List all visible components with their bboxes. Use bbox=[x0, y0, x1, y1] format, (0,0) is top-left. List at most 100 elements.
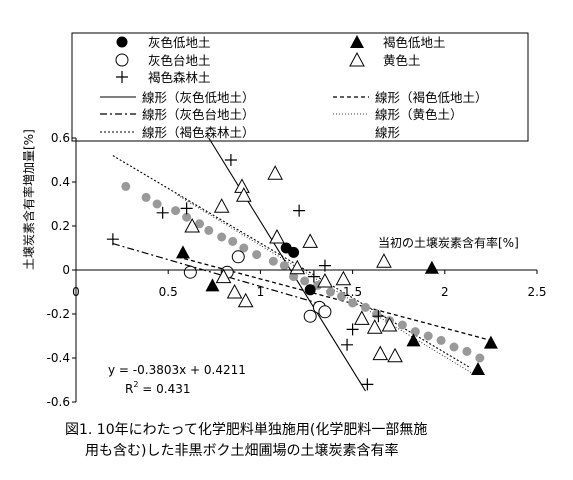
x-tick-label: 2 bbox=[441, 285, 449, 299]
figure-caption-line-1: 図1. 10年にわたって化学肥料単独施用(化学肥料一部無施 bbox=[65, 422, 427, 438]
y-tick-label: -0.2 bbox=[47, 307, 70, 321]
data-point bbox=[483, 335, 498, 349]
data-point bbox=[224, 154, 237, 166]
r-squared: R2 = 0.431 bbox=[125, 380, 190, 396]
data-point bbox=[252, 250, 262, 260]
trendline bbox=[112, 243, 326, 306]
data-point bbox=[325, 287, 335, 297]
data-point bbox=[318, 305, 332, 319]
y-axis-label: 土壌炭素含有率増加量[%] bbox=[21, 129, 36, 270]
data-point bbox=[376, 253, 392, 268]
data-point bbox=[303, 309, 317, 323]
data-point bbox=[239, 243, 249, 253]
data-point bbox=[424, 260, 439, 274]
data-point bbox=[470, 362, 485, 375]
y-tick-label: -0.6 bbox=[47, 395, 70, 409]
data-point bbox=[449, 342, 459, 352]
data-point bbox=[106, 233, 119, 246]
legend-label: 灰色低地土 bbox=[148, 35, 211, 50]
data-point bbox=[304, 284, 316, 296]
data-point bbox=[268, 256, 278, 266]
data-point bbox=[348, 298, 358, 308]
y-tick-label: 0.6 bbox=[51, 131, 70, 145]
figure-caption-line-2: 用も含む)した非黒ボク土畑圃場の土壌炭素含有率 bbox=[85, 442, 398, 459]
data-point bbox=[180, 202, 193, 215]
data-point bbox=[346, 323, 359, 336]
r-squared-exponent: 2 bbox=[133, 380, 138, 389]
legend-label: 線形（褐色低地土） bbox=[375, 90, 488, 105]
data-point bbox=[226, 283, 243, 299]
x-tick-label: 1.5 bbox=[343, 285, 362, 299]
data-point bbox=[317, 272, 333, 288]
data-point bbox=[175, 245, 190, 259]
data-point bbox=[289, 259, 306, 275]
legend-marker bbox=[350, 35, 364, 48]
legend-label: 線形 bbox=[375, 125, 401, 140]
data-point bbox=[387, 347, 403, 363]
y-tick-label: 0.4 bbox=[51, 175, 70, 189]
data-point bbox=[289, 272, 299, 282]
data-point bbox=[205, 278, 220, 292]
legend-marker bbox=[115, 53, 129, 67]
data-point bbox=[366, 319, 383, 334]
data-point bbox=[231, 250, 245, 264]
data-point bbox=[462, 346, 472, 356]
data-point bbox=[302, 233, 319, 248]
regression-equation: y = -0.3803x + 0.4211 bbox=[108, 363, 246, 377]
legend-label: 線形（黄色土） bbox=[375, 107, 463, 122]
data-point bbox=[141, 192, 151, 202]
data-point bbox=[335, 270, 352, 286]
axes: -0.6-0.4-0.200.20.40.60 0.5 1 1.5 2 2.5 bbox=[47, 131, 547, 409]
legend-marker bbox=[116, 36, 128, 48]
trendline bbox=[177, 194, 473, 374]
data-point bbox=[183, 265, 197, 279]
legend-label: 線形（褐色森林土） bbox=[142, 125, 255, 140]
y-tick-label: 0 bbox=[62, 263, 70, 277]
data-point bbox=[228, 236, 238, 246]
data-point bbox=[184, 217, 201, 233]
legend-label: 黄色土 bbox=[383, 53, 421, 68]
data-point bbox=[337, 291, 347, 301]
data-point bbox=[171, 206, 181, 216]
legend-label: 褐色森林土 bbox=[148, 70, 211, 85]
data-point bbox=[234, 178, 250, 193]
data-point bbox=[204, 225, 214, 235]
data-point bbox=[423, 331, 433, 341]
legend-label: 褐色低地土 bbox=[383, 35, 446, 50]
data-point bbox=[152, 199, 162, 209]
data-point bbox=[307, 270, 320, 283]
data-point bbox=[406, 333, 421, 347]
data-point bbox=[235, 187, 252, 202]
data-point bbox=[217, 232, 227, 242]
legend-marker bbox=[116, 71, 128, 83]
x-axis-label: 当初の土壌炭素含有率[%] bbox=[378, 235, 519, 250]
legend-label: 線形（灰色台地土） bbox=[142, 107, 255, 122]
data-point bbox=[381, 316, 398, 332]
data-point bbox=[361, 302, 371, 312]
data-point bbox=[436, 335, 446, 345]
data-point bbox=[156, 206, 169, 219]
data-point bbox=[269, 228, 285, 244]
data-point bbox=[215, 268, 232, 284]
data-point bbox=[300, 276, 310, 286]
trendline bbox=[112, 155, 470, 368]
legend-label: 線形（灰色低地土） bbox=[142, 90, 255, 105]
data-point bbox=[361, 378, 374, 391]
x-tick-label: 0 bbox=[72, 285, 80, 299]
y-tick-label: 0.2 bbox=[51, 219, 70, 233]
data-point bbox=[372, 309, 382, 319]
plot-area bbox=[106, 137, 498, 392]
trendline bbox=[177, 256, 492, 342]
data-point bbox=[121, 181, 131, 191]
data-point bbox=[195, 219, 205, 229]
data-point bbox=[237, 292, 254, 308]
data-point bbox=[341, 338, 354, 351]
data-point bbox=[353, 310, 370, 325]
data-point bbox=[267, 165, 283, 180]
data-point bbox=[397, 320, 407, 330]
data-point bbox=[288, 246, 300, 258]
data-point bbox=[372, 345, 389, 361]
data-point bbox=[182, 212, 192, 222]
